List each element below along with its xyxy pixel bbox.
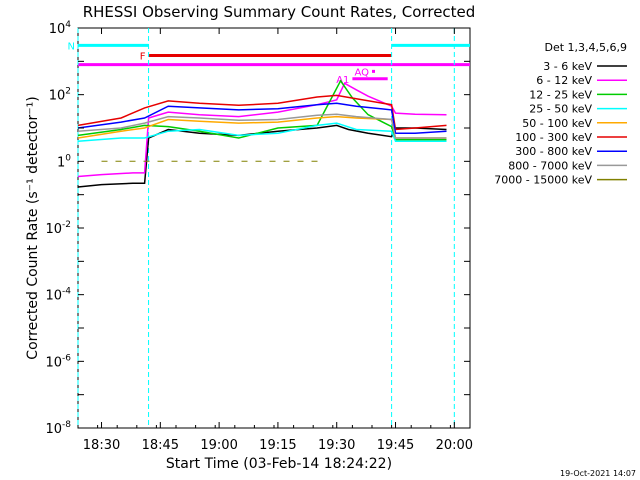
y-tick-label: 10-6 [45, 353, 71, 370]
y-tick-label: 10 [57, 153, 71, 170]
state-label: N [68, 41, 75, 52]
plot-frame [77, 27, 471, 429]
series-line [77, 102, 447, 134]
y-tick-label: 104 [49, 20, 72, 37]
legend-label: 3 - 6 keV [543, 60, 592, 73]
x-tick-label: 20:00 [436, 438, 473, 453]
y-tick-label: 10-4 [45, 287, 71, 304]
x-axis-label: Start Time (03-Feb-14 18:24:22) [166, 456, 392, 472]
legend-label: 800 - 7000 keV [508, 159, 592, 172]
state-label: A1 [336, 75, 349, 86]
x-tick-label: 19:30 [318, 438, 355, 453]
y-axis-label: Corrected Count Rate (s⁻¹ detector⁻¹) [25, 96, 41, 359]
state-label: F [140, 51, 146, 62]
legend-title: Det 1,3,4,5,6,9 [544, 41, 627, 54]
legend-label: 100 - 300 keV [515, 131, 592, 144]
chart-title: RHESSI Observing Summary Count Rates, Co… [83, 3, 476, 21]
series-line [77, 113, 447, 139]
legend-label: 12 - 25 keV [529, 88, 592, 101]
x-tick-label: 18:45 [142, 438, 179, 453]
y-tick-label: 10-8 [45, 420, 71, 437]
state-label: AQ [354, 67, 369, 78]
vline-layer [77, 28, 455, 428]
legend-label: 6 - 12 keV [536, 74, 592, 87]
y-tick-label: 10-2 [45, 220, 71, 237]
annotation-layer: N F AQ A1 [68, 41, 470, 86]
legend-label: 50 - 100 keV [522, 117, 592, 130]
x-tick-label: 18:30 [83, 438, 120, 453]
x-axis: 18:30 18:45 19:00 19:15 19:30 19:45 20:00 [77, 28, 473, 453]
plot-area: N F AQ A1 [68, 27, 471, 429]
timestamp: 19-Oct-2021 14:07 [560, 469, 636, 478]
x-tick-label: 19:00 [200, 438, 237, 453]
y-axis: 104 102 10 10-2 10-4 10-6 10-8 [45, 20, 470, 437]
x-tick-label: 19:15 [259, 438, 296, 453]
series-line [77, 122, 447, 143]
x-tick-label: 19:45 [377, 438, 414, 453]
legend-label: 25 - 50 keV [529, 103, 592, 116]
legend-label: 300 - 800 keV [515, 145, 592, 158]
series-layer [77, 79, 447, 188]
legend-label: 7000 - 15000 keV [494, 174, 592, 187]
y-tick-label: 102 [49, 87, 71, 104]
